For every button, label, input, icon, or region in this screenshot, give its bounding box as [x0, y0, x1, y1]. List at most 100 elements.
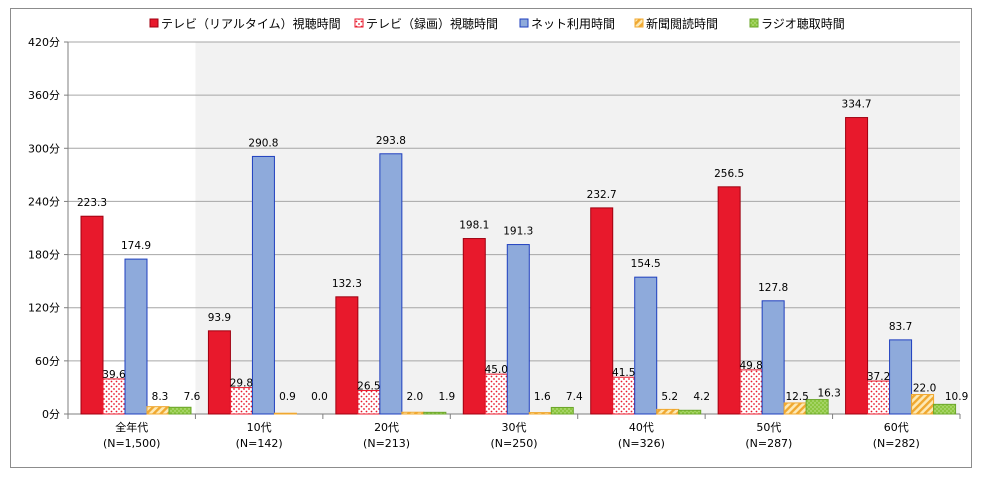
bar	[845, 117, 869, 415]
x-axis-labels: 全年代 (N=1,500) 10代 (N=142) 20代 (N=213) 30代 (N=25…	[103, 420, 920, 450]
bar	[273, 412, 297, 415]
legend-swatch	[149, 18, 159, 28]
legend-swatch	[354, 18, 364, 28]
y-tick-label: 60分	[35, 355, 60, 368]
y-tick-label: 360分	[28, 89, 60, 102]
legend-label: テレビ（録画）視聴時間	[366, 16, 498, 31]
y-tick-label: 300分	[28, 142, 60, 155]
data-label: 154.5	[631, 258, 661, 270]
value-labels: 223.3 93.9 132.3 198.1 232.7 256.5 334.7 39.6 29…	[77, 99, 968, 403]
x-category-sublabel: (N=282)	[873, 437, 920, 450]
data-label: 41.5	[612, 367, 635, 379]
plot-background	[195, 42, 960, 414]
bar	[80, 215, 104, 415]
y-tick-label: 120分	[28, 302, 60, 315]
bar	[717, 186, 741, 415]
bar	[634, 276, 658, 415]
data-label: 83.7	[889, 321, 912, 333]
bar	[124, 258, 148, 415]
data-label: 256.5	[714, 168, 744, 180]
data-label: 39.6	[102, 369, 126, 381]
bar	[739, 369, 763, 415]
legend-swatch	[519, 18, 529, 28]
legend-swatch	[749, 18, 759, 28]
y-tick-label: 180分	[28, 249, 60, 262]
data-label: 132.3	[332, 278, 362, 290]
x-category-label: 20代	[374, 421, 399, 434]
data-label: 334.7	[842, 99, 872, 111]
data-label: 223.3	[77, 197, 107, 209]
x-category-label: 40代	[629, 421, 654, 434]
data-label: 174.9	[121, 240, 151, 252]
data-label: 232.7	[587, 189, 617, 201]
bar	[462, 238, 486, 415]
data-label: 0.0	[311, 391, 328, 403]
x-category-sublabel: (N=213)	[363, 437, 410, 450]
data-label: 191.3	[503, 226, 533, 238]
data-label: 1.9	[439, 391, 456, 403]
legend-label: ネット利用時間	[531, 17, 615, 31]
bar	[335, 296, 359, 415]
bar	[251, 155, 275, 415]
data-label: 49.8	[739, 360, 762, 372]
data-label: 22.0	[913, 383, 936, 395]
data-label: 1.6	[534, 391, 551, 403]
x-category-sublabel: (N=250)	[490, 437, 537, 450]
data-label: 37.2	[867, 371, 890, 383]
bar	[229, 387, 253, 415]
x-category-sublabel: (N=1,500)	[103, 437, 161, 450]
bar	[146, 406, 170, 415]
bar	[168, 406, 192, 415]
bar	[656, 408, 680, 415]
bar	[550, 406, 574, 415]
bar	[528, 412, 552, 415]
data-label: 16.3	[817, 388, 840, 400]
bar	[933, 403, 957, 415]
data-label: 8.3	[152, 391, 169, 403]
data-label: 10.9	[945, 391, 968, 403]
bar	[889, 339, 913, 415]
bar	[423, 411, 447, 415]
legend-label: ラジオ聴取時間	[761, 17, 845, 31]
bar	[357, 390, 381, 415]
bar	[506, 244, 530, 415]
data-label: 0.9	[279, 391, 296, 403]
bar	[484, 373, 508, 415]
data-label: 127.8	[758, 282, 788, 294]
x-category-sublabel: (N=142)	[236, 437, 283, 450]
legend-label: テレビ（リアルタイム）視聴時間	[161, 16, 341, 31]
data-label: 93.9	[208, 312, 231, 324]
data-label: 290.8	[248, 137, 278, 149]
bar	[590, 207, 614, 415]
data-label: 12.5	[785, 391, 808, 403]
x-category-sublabel: (N=287)	[745, 437, 792, 450]
x-category-label: 10代	[247, 421, 272, 434]
data-label: 4.2	[693, 391, 710, 403]
bar	[867, 380, 891, 415]
data-label: 293.8	[376, 135, 406, 147]
bar	[783, 402, 807, 415]
legend-label: 新聞閲読時間	[646, 16, 718, 31]
data-label: 7.6	[184, 391, 201, 403]
data-label: 5.2	[661, 391, 678, 403]
x-category-label: 50代	[756, 421, 781, 434]
legend-swatch	[634, 18, 644, 28]
data-label: 26.5	[357, 381, 380, 393]
data-label: 45.0	[485, 364, 508, 376]
bar	[911, 394, 935, 415]
bars	[80, 117, 957, 415]
bar	[379, 153, 403, 415]
bar	[401, 411, 425, 415]
data-label: 29.8	[230, 378, 253, 390]
bar	[805, 399, 829, 415]
data-label: 198.1	[459, 220, 489, 232]
bar	[761, 300, 785, 415]
x-category-label: 30代	[502, 421, 527, 434]
bar	[207, 330, 231, 415]
y-tick-label: 240分	[28, 195, 60, 208]
y-axis-ticks: 0分 60分 120分 180分 240分 300分 360分 420分	[28, 36, 60, 421]
bar	[102, 378, 126, 415]
y-tick-label: 420分	[28, 36, 60, 49]
data-label: 2.0	[407, 391, 424, 403]
